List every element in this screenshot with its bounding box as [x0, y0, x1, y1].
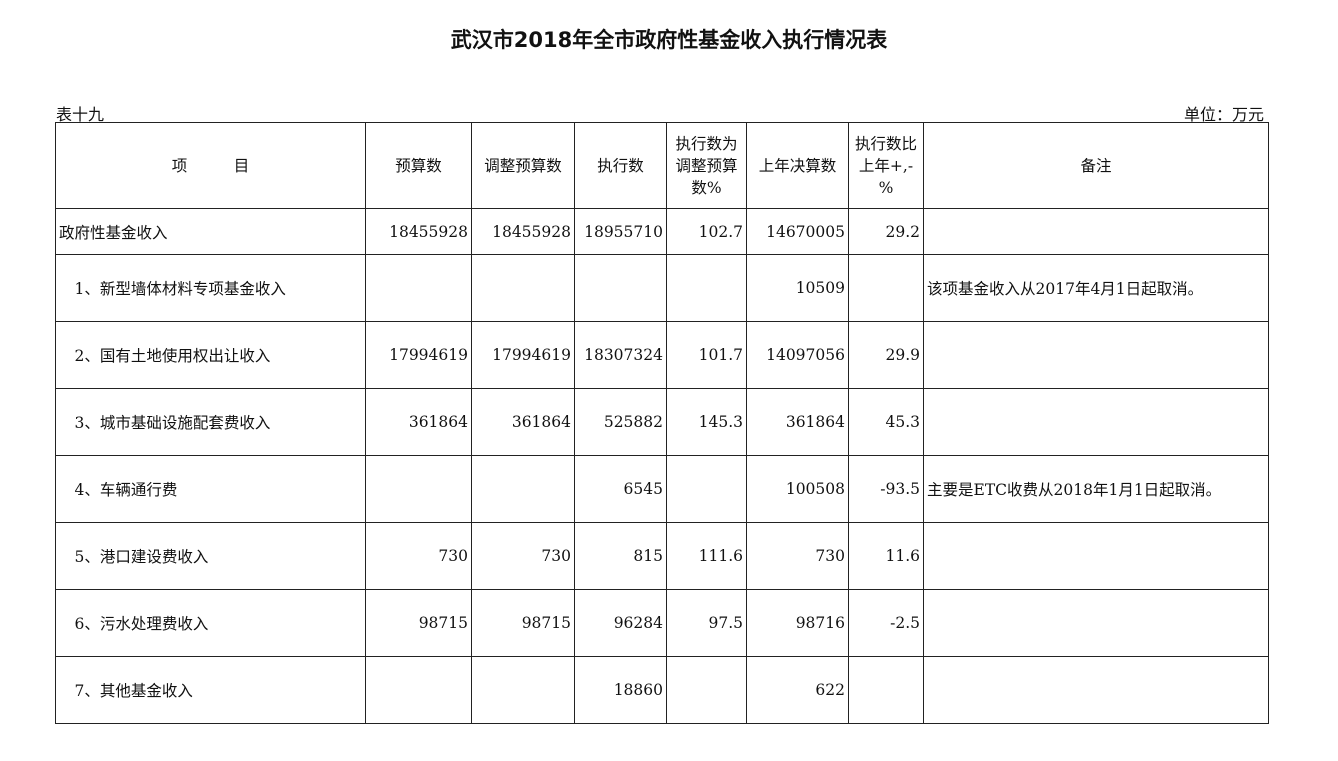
cell-change: -93.5 — [848, 455, 924, 523]
header-adjusted: 调整预算数 — [471, 122, 575, 209]
cell-budget — [365, 656, 472, 724]
cell-note — [923, 589, 1269, 657]
cell-last-year: 14097056 — [746, 321, 849, 389]
cell-last-year: 10509 — [746, 254, 849, 322]
cell-pct — [666, 455, 747, 523]
cell-change: 29.9 — [848, 321, 924, 389]
page-title: 武汉市2018年全市政府性基金收入执行情况表 — [450, 28, 888, 52]
cell-executed: 815 — [574, 522, 667, 590]
cell-item: 7、其他基金收入 — [55, 656, 366, 724]
cell-change: 45.3 — [848, 388, 924, 456]
header-last-year: 上年决算数 — [746, 122, 849, 209]
cell-executed: 18860 — [574, 656, 667, 724]
table-number: 表十九 — [56, 105, 105, 124]
cell-budget: 98715 — [365, 589, 472, 657]
cell-item: 6、污水处理费收入 — [55, 589, 366, 657]
header-row: 项 目 预算数 调整预算数 执行数 执行数为调整预算数% 上年决算数 执行数比上… — [55, 122, 1269, 209]
cell-adjusted — [471, 254, 575, 322]
cell-last-year: 14670005 — [746, 208, 849, 255]
cell-note — [923, 522, 1269, 590]
cell-last-year: 98716 — [746, 589, 849, 657]
cell-adjusted — [471, 656, 575, 724]
header-executed: 执行数 — [574, 122, 667, 209]
cell-last-year: 622 — [746, 656, 849, 724]
cell-change: -2.5 — [848, 589, 924, 657]
cell-item: 4、车辆通行费 — [55, 455, 366, 523]
header-budget: 预算数 — [365, 122, 472, 209]
header-change: 执行数比上年+,-% — [848, 122, 924, 209]
cell-pct — [666, 254, 747, 322]
cell-pct: 145.3 — [666, 388, 747, 456]
cell-note: 主要是ETC收费从2018年1月1日起取消。 — [923, 455, 1269, 523]
cell-item: 政府性基金收入 — [55, 208, 366, 255]
revenue-table: 项 目 预算数 调整预算数 执行数 执行数为调整预算数% 上年决算数 执行数比上… — [55, 122, 1269, 724]
cell-item: 3、城市基础设施配套费收入 — [55, 388, 366, 456]
cell-note: 该项基金收入从2017年4月1日起取消。 — [923, 254, 1269, 322]
cell-note — [923, 321, 1269, 389]
cell-budget: 730 — [365, 522, 472, 590]
cell-item: 2、国有土地使用权出让收入 — [55, 321, 366, 389]
cell-adjusted: 98715 — [471, 589, 575, 657]
cell-budget — [365, 254, 472, 322]
cell-item: 5、港口建设费收入 — [55, 522, 366, 590]
table-row: 4、车辆通行费 6545 100508 -93.5 主要是ETC收费从2018年1月1日… — [55, 455, 1269, 523]
table-row: 3、城市基础设施配套费收入 361864 361864 525882 145.3 3618… — [55, 388, 1269, 456]
cell-budget — [365, 455, 472, 523]
cell-executed: 18307324 — [574, 321, 667, 389]
cell-adjusted — [471, 455, 575, 523]
cell-budget: 361864 — [365, 388, 472, 456]
table-row: 7、其他基金收入 18860 622 — [55, 656, 1269, 724]
table-row: 6、污水处理费收入 98715 98715 96284 97.5 98716 -2.5 — [55, 589, 1269, 657]
cell-last-year: 100508 — [746, 455, 849, 523]
cell-change: 29.2 — [848, 208, 924, 255]
cell-change: 11.6 — [848, 522, 924, 590]
cell-item: 1、新型墙体材料专项基金收入 — [55, 254, 366, 322]
cell-executed: 96284 — [574, 589, 667, 657]
cell-budget: 17994619 — [365, 321, 472, 389]
cell-note — [923, 208, 1269, 255]
cell-adjusted: 17994619 — [471, 321, 575, 389]
cell-change — [848, 254, 924, 322]
cell-pct: 111.6 — [666, 522, 747, 590]
unit-label: 单位：万元 — [1183, 105, 1264, 124]
cell-adjusted: 18455928 — [471, 208, 575, 255]
cell-note — [923, 388, 1269, 456]
table-row: 5、港口建设费收入 730 730 815 111.6 730 11.6 — [55, 522, 1269, 590]
table-row: 2、国有土地使用权出让收入 17994619 17994619 18307324 101… — [55, 321, 1269, 389]
cell-adjusted: 730 — [471, 522, 575, 590]
cell-pct: 97.5 — [666, 589, 747, 657]
header-item: 项 目 — [55, 122, 366, 209]
table-row: 政府性基金收入 18455928 18455928 18955710 102.7 1467… — [55, 208, 1269, 255]
cell-pct — [666, 656, 747, 724]
cell-pct: 102.7 — [666, 208, 747, 255]
cell-executed: 18955710 — [574, 208, 667, 255]
header-pct: 执行数为调整预算数% — [666, 122, 747, 209]
cell-budget: 18455928 — [365, 208, 472, 255]
cell-executed — [574, 254, 667, 322]
cell-change — [848, 656, 924, 724]
cell-note — [923, 656, 1269, 724]
cell-executed: 6545 — [574, 455, 667, 523]
cell-adjusted: 361864 — [471, 388, 575, 456]
cell-last-year: 361864 — [746, 388, 849, 456]
cell-last-year: 730 — [746, 522, 849, 590]
table-row: 1、新型墙体材料专项基金收入 10509 该项基金收入从2017年4月1日起取消。 — [55, 254, 1269, 322]
cell-pct: 101.7 — [666, 321, 747, 389]
header-note: 备注 — [923, 122, 1269, 209]
cell-executed: 525882 — [574, 388, 667, 456]
